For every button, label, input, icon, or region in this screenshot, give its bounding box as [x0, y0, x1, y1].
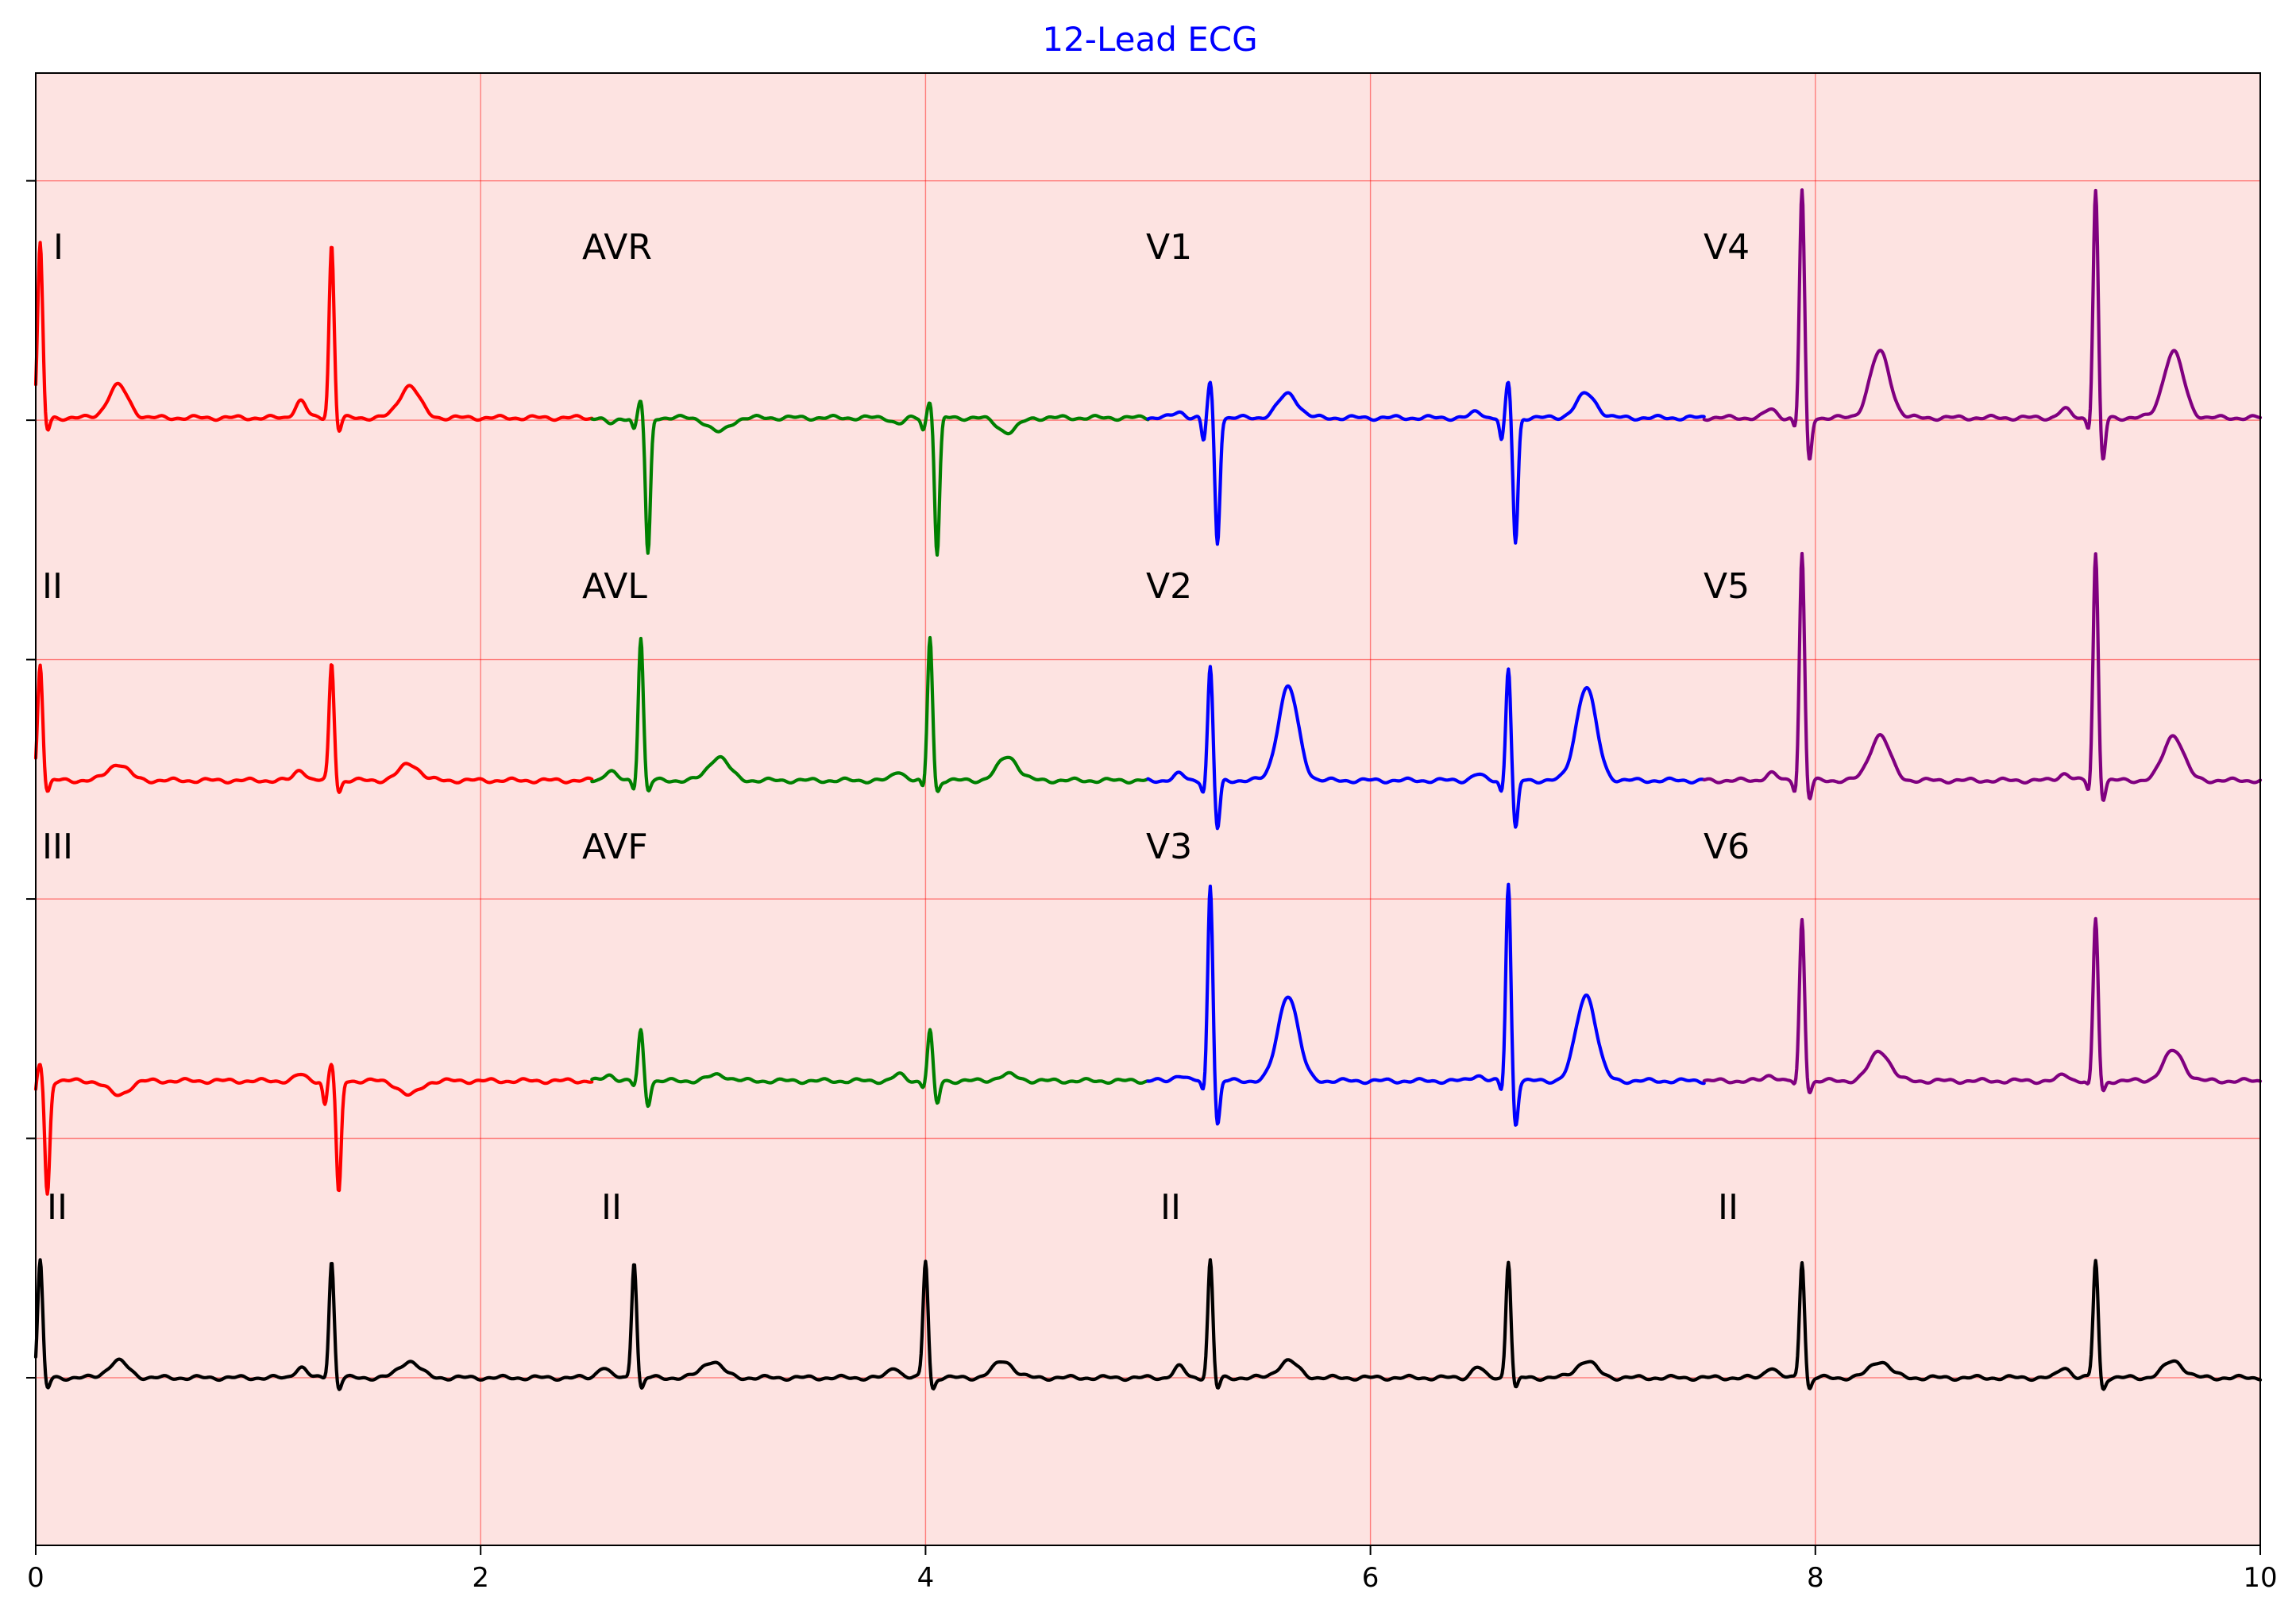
trace-v1-2: [1146, 380, 1706, 546]
chart-title: 12-Lead ECG: [1042, 20, 1257, 59]
lead-label-v2: V2: [1146, 566, 1192, 607]
lead-label-v3: V3: [1146, 827, 1192, 867]
trace-avl-5: [590, 635, 1150, 793]
lead-label-avl: AVL: [582, 566, 647, 607]
x-tick-label-5: 10: [2243, 1562, 2277, 1594]
trace-ii-12: [33, 1258, 2263, 1391]
lead-label-avr: AVR: [582, 227, 652, 268]
x-tick-label-0: 0: [27, 1562, 44, 1594]
y-axis: [26, 179, 36, 1379]
x-tick-label-1: 2: [472, 1562, 489, 1594]
trace-v5-7: [1702, 551, 2263, 802]
lead-label-ii: II: [1160, 1187, 1181, 1228]
trace-v4-3: [1702, 188, 2263, 461]
lead-label-iii: III: [42, 827, 73, 867]
lead-label-v5: V5: [1704, 566, 1750, 607]
trace-i-0: [33, 241, 594, 434]
trace-avr-1: [590, 399, 1150, 557]
lead-label-ii: II: [601, 1187, 622, 1228]
plot-background: [36, 73, 2260, 1545]
lead-label-ii: II: [42, 566, 63, 607]
trace-ii-4: [33, 663, 594, 794]
trace-iii-8: [33, 1063, 594, 1196]
lead-label-v4: V4: [1704, 227, 1750, 268]
trace-v6-11: [1702, 916, 2263, 1095]
lead-label-avf: AVF: [582, 827, 648, 867]
lead-label-i: I: [53, 227, 64, 268]
lead-label-ii: II: [1718, 1187, 1738, 1228]
lead-label-ii: II: [47, 1187, 68, 1228]
x-tick-label-2: 4: [917, 1562, 935, 1594]
lead-label-v1: V1: [1146, 227, 1192, 268]
trace-avf-9: [590, 1028, 1150, 1109]
x-axis: 0 2 4 6 8 10: [27, 1545, 2278, 1594]
trace-v2-6: [1146, 665, 1706, 831]
x-tick-label-4: 8: [1807, 1562, 1824, 1594]
lead-labels: I AVR V1 V4 II AVL V2 V5 III AVF V3 V6 II II II II: [42, 227, 1750, 1228]
ecg-traces: [33, 188, 2263, 1391]
lead-label-v6: V6: [1704, 827, 1750, 867]
x-tick-label-3: 6: [1362, 1562, 1380, 1594]
trace-v3-10: [1146, 882, 1706, 1127]
plot-frame: [35, 72, 2261, 1546]
